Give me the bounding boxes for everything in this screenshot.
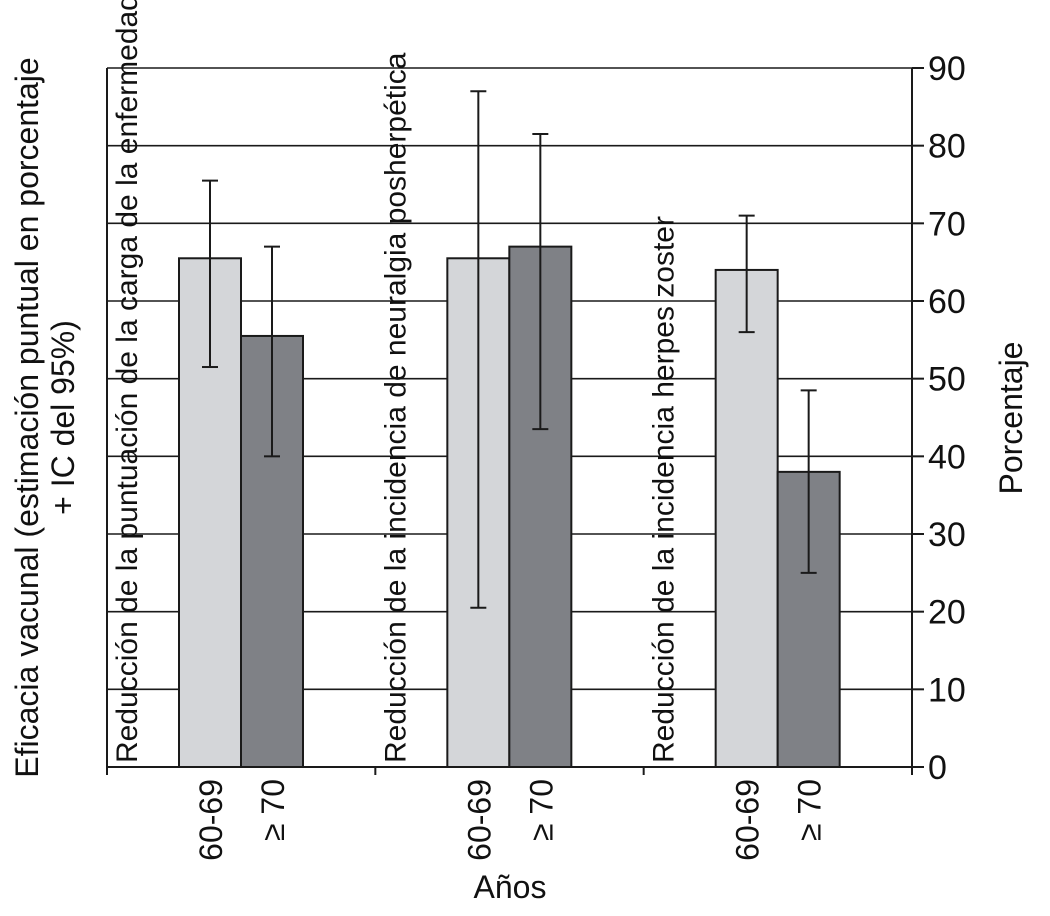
y-axis-title-left: Eficacia vacunal (estimación puntual en … <box>9 57 45 777</box>
category-label: 60-69 <box>193 779 229 861</box>
y-tick-label: 20 <box>928 594 966 632</box>
category-label: 60-69 <box>730 779 766 861</box>
y-axis-title-left: + IC del 95%) <box>45 320 81 515</box>
y-tick-label: 40 <box>928 438 966 476</box>
y-tick-label: 30 <box>928 516 966 554</box>
group-label: Reducción de la incidencia herpes zoster <box>648 216 681 763</box>
y-tick-label: 50 <box>928 361 966 399</box>
category-label: ≥ 70 <box>255 779 291 841</box>
y-axis-title-right: Porcentaje <box>993 342 1029 495</box>
y-tick-label: 70 <box>928 205 966 243</box>
y-tick-label: 60 <box>928 283 966 321</box>
x-axis-title: Años <box>474 869 547 905</box>
y-tick-label: 0 <box>928 749 947 787</box>
y-tick-label: 10 <box>928 671 966 709</box>
labels: 0 10 20 30 40 50 60 70 80 90 Reducción de la puntu… <box>9 0 1029 905</box>
y-tick-label: 80 <box>928 128 966 166</box>
error-bars <box>202 90 817 609</box>
axes <box>106 67 924 775</box>
bars <box>178 245 841 768</box>
category-label: ≥ 70 <box>523 779 559 841</box>
category-label: 60-69 <box>461 779 497 861</box>
group-label: Reducción de la incidencia de neuralgia … <box>379 52 412 763</box>
group-label: Reducción de la puntuación de la carga d… <box>111 0 144 763</box>
bar <box>714 268 779 768</box>
y-tick-label: 90 <box>928 50 966 88</box>
category-label: ≥ 70 <box>792 779 828 841</box>
